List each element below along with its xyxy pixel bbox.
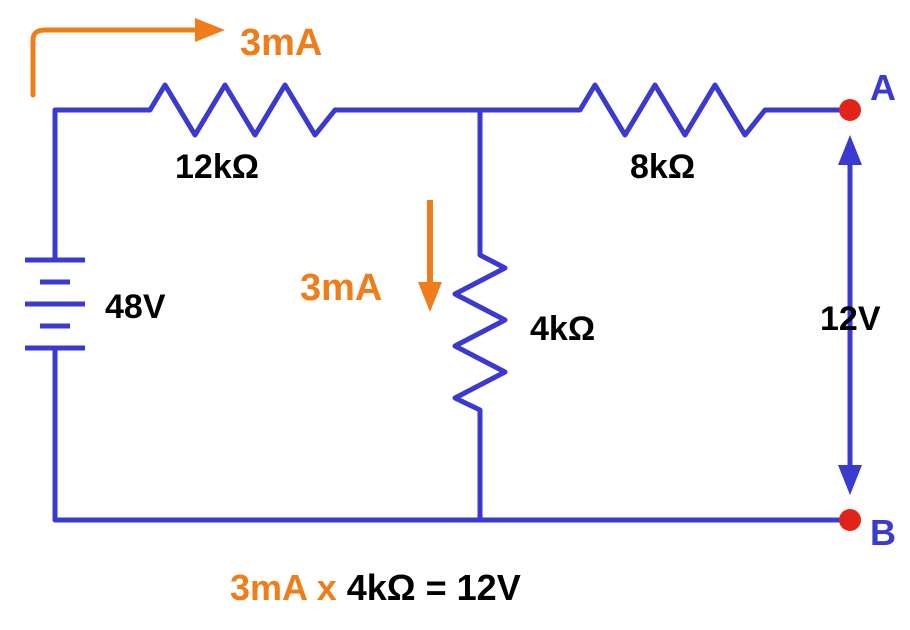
wire-top-left [55,110,130,260]
resistor-r3 [560,85,780,135]
terminal-a-dot [839,99,861,121]
current-mid-label: 3mA [300,267,382,309]
r1-label: 12kΩ [175,148,259,186]
current-top-label: 3mA [240,22,322,64]
r2-label: 4kΩ [530,310,595,348]
voltage-ab-label: 12V [820,300,881,338]
terminal-b-label: B [870,512,896,553]
equation-left: 3mA x [230,567,347,608]
current-arrow-mid [418,200,442,312]
voltage-source [25,260,85,348]
resistor-r1 [130,85,350,135]
r3-label: 8kΩ [630,148,695,186]
equation-mid: 4kΩ = 12V [347,567,521,608]
terminal-a-label: A [870,67,896,108]
source-label: 48V [105,288,166,326]
equation: 3mA x 4kΩ = 12V [230,567,521,608]
terminal-b-dot [839,509,861,531]
circuit-diagram: 48V 12kΩ 8kΩ 4kΩ 3mA 3mA A B 12V 3mA x 4… [0,0,910,630]
current-arrow-top [33,18,225,95]
resistor-r2 [455,240,505,420]
svg-text:3mA x 4kΩ = 12V: 3mA x 4kΩ = 12V [230,567,521,608]
wire-bottom-left [55,350,480,520]
